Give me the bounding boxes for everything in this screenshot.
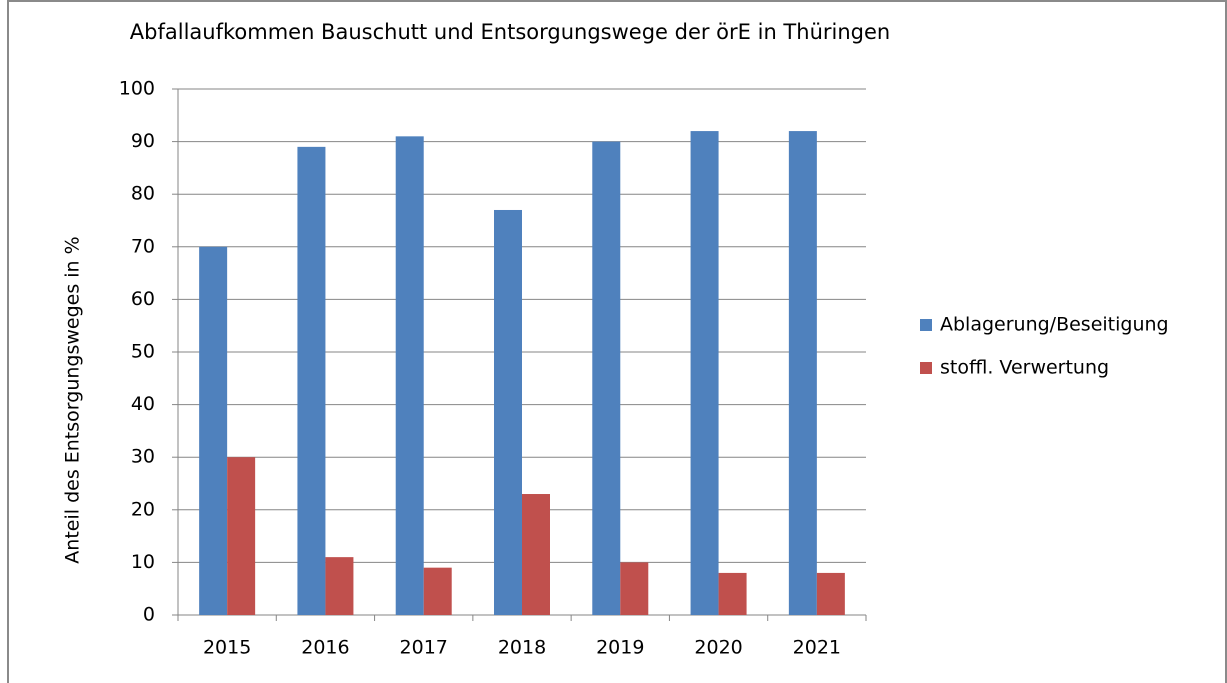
bar [199, 246, 228, 616]
x-tick-label: 2015 [203, 637, 251, 659]
legend-label: stoffl. Verwertung [940, 357, 1109, 379]
y-tick-label: 60 [131, 288, 155, 310]
x-tick-label: 2018 [498, 637, 546, 659]
x-tick-label: 2016 [301, 637, 349, 659]
legend-swatch [920, 319, 932, 331]
y-tick-label: 50 [131, 341, 155, 363]
bar [395, 136, 424, 615]
x-tick-label: 2021 [793, 637, 841, 659]
bar [620, 562, 649, 615]
y-tick-label: 40 [131, 393, 155, 415]
y-tick-label: 0 [143, 604, 155, 626]
chart-title: Abfallaufkommen Bauschutt und Entsorgung… [130, 20, 890, 44]
bar [690, 131, 719, 615]
y-tick-label: 30 [131, 446, 155, 468]
x-tick-label: 2019 [596, 637, 644, 659]
y-tick-label: 20 [131, 498, 155, 520]
frame [7, 0, 1227, 683]
y-axis-label: Anteil des Entsorgungsweges in % [62, 236, 84, 563]
bar [522, 494, 550, 615]
y-tick-label: 100 [119, 78, 155, 100]
bar [297, 146, 326, 616]
bar [816, 572, 845, 615]
bar [325, 557, 354, 615]
bar [494, 209, 522, 616]
y-tick-label: 10 [131, 551, 155, 573]
legend-label: Ablagerung/Beseitigung [940, 314, 1169, 336]
x-tick-label: 2020 [694, 637, 742, 659]
x-tick-label: 2017 [400, 637, 448, 659]
bar [718, 572, 747, 615]
y-tick-label: 70 [131, 235, 155, 257]
bar [592, 141, 621, 615]
bar [227, 457, 256, 615]
y-tick-label: 90 [131, 130, 155, 152]
bar [788, 131, 817, 615]
legend-swatch [920, 362, 932, 374]
bar [423, 567, 452, 615]
y-tick-label: 80 [131, 183, 155, 205]
